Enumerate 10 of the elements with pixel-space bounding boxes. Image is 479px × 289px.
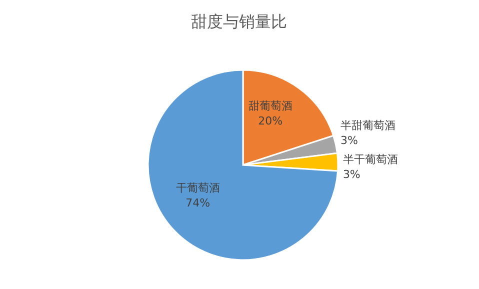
slice-label: 干葡萄酒 <box>176 182 220 195</box>
pie-slice <box>147 69 339 261</box>
data-label: 74% <box>186 196 210 210</box>
slice-label: 半甜葡萄酒 <box>340 119 396 132</box>
chart-title: 甜度与销量比 <box>191 12 287 31</box>
slice-label: 半干葡萄酒 <box>342 153 398 166</box>
slice-label: 甜葡萄酒 <box>248 99 292 112</box>
data-label: 3% <box>342 168 360 182</box>
data-label: 3% <box>340 134 358 148</box>
data-label: 20% <box>258 114 283 128</box>
